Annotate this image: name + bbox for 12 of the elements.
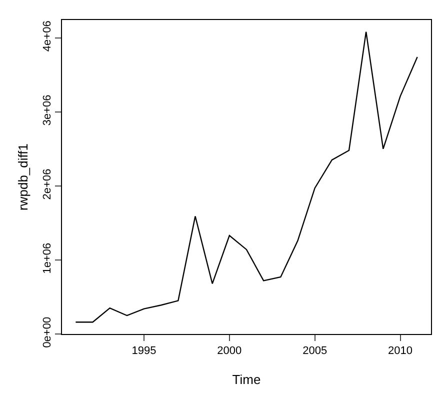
line-series: [75, 31, 418, 323]
x-tick-label: 2000: [217, 345, 242, 358]
y-tick-label: 4e+06: [42, 20, 54, 52]
x-tick-label: 2005: [302, 345, 328, 358]
y-axis-title: rwpdb_diff1: [16, 144, 31, 210]
y-tick-label: 2e+06: [42, 168, 54, 200]
x-tick-label: 2010: [388, 345, 412, 358]
y-tick-label: 3e+06: [42, 94, 54, 126]
x-axis-title: Time: [232, 372, 261, 387]
y-tick-label: 0e+00: [42, 316, 54, 348]
y-tick-label: 1e+06: [42, 242, 54, 274]
x-tick-label: 1995: [132, 345, 156, 358]
